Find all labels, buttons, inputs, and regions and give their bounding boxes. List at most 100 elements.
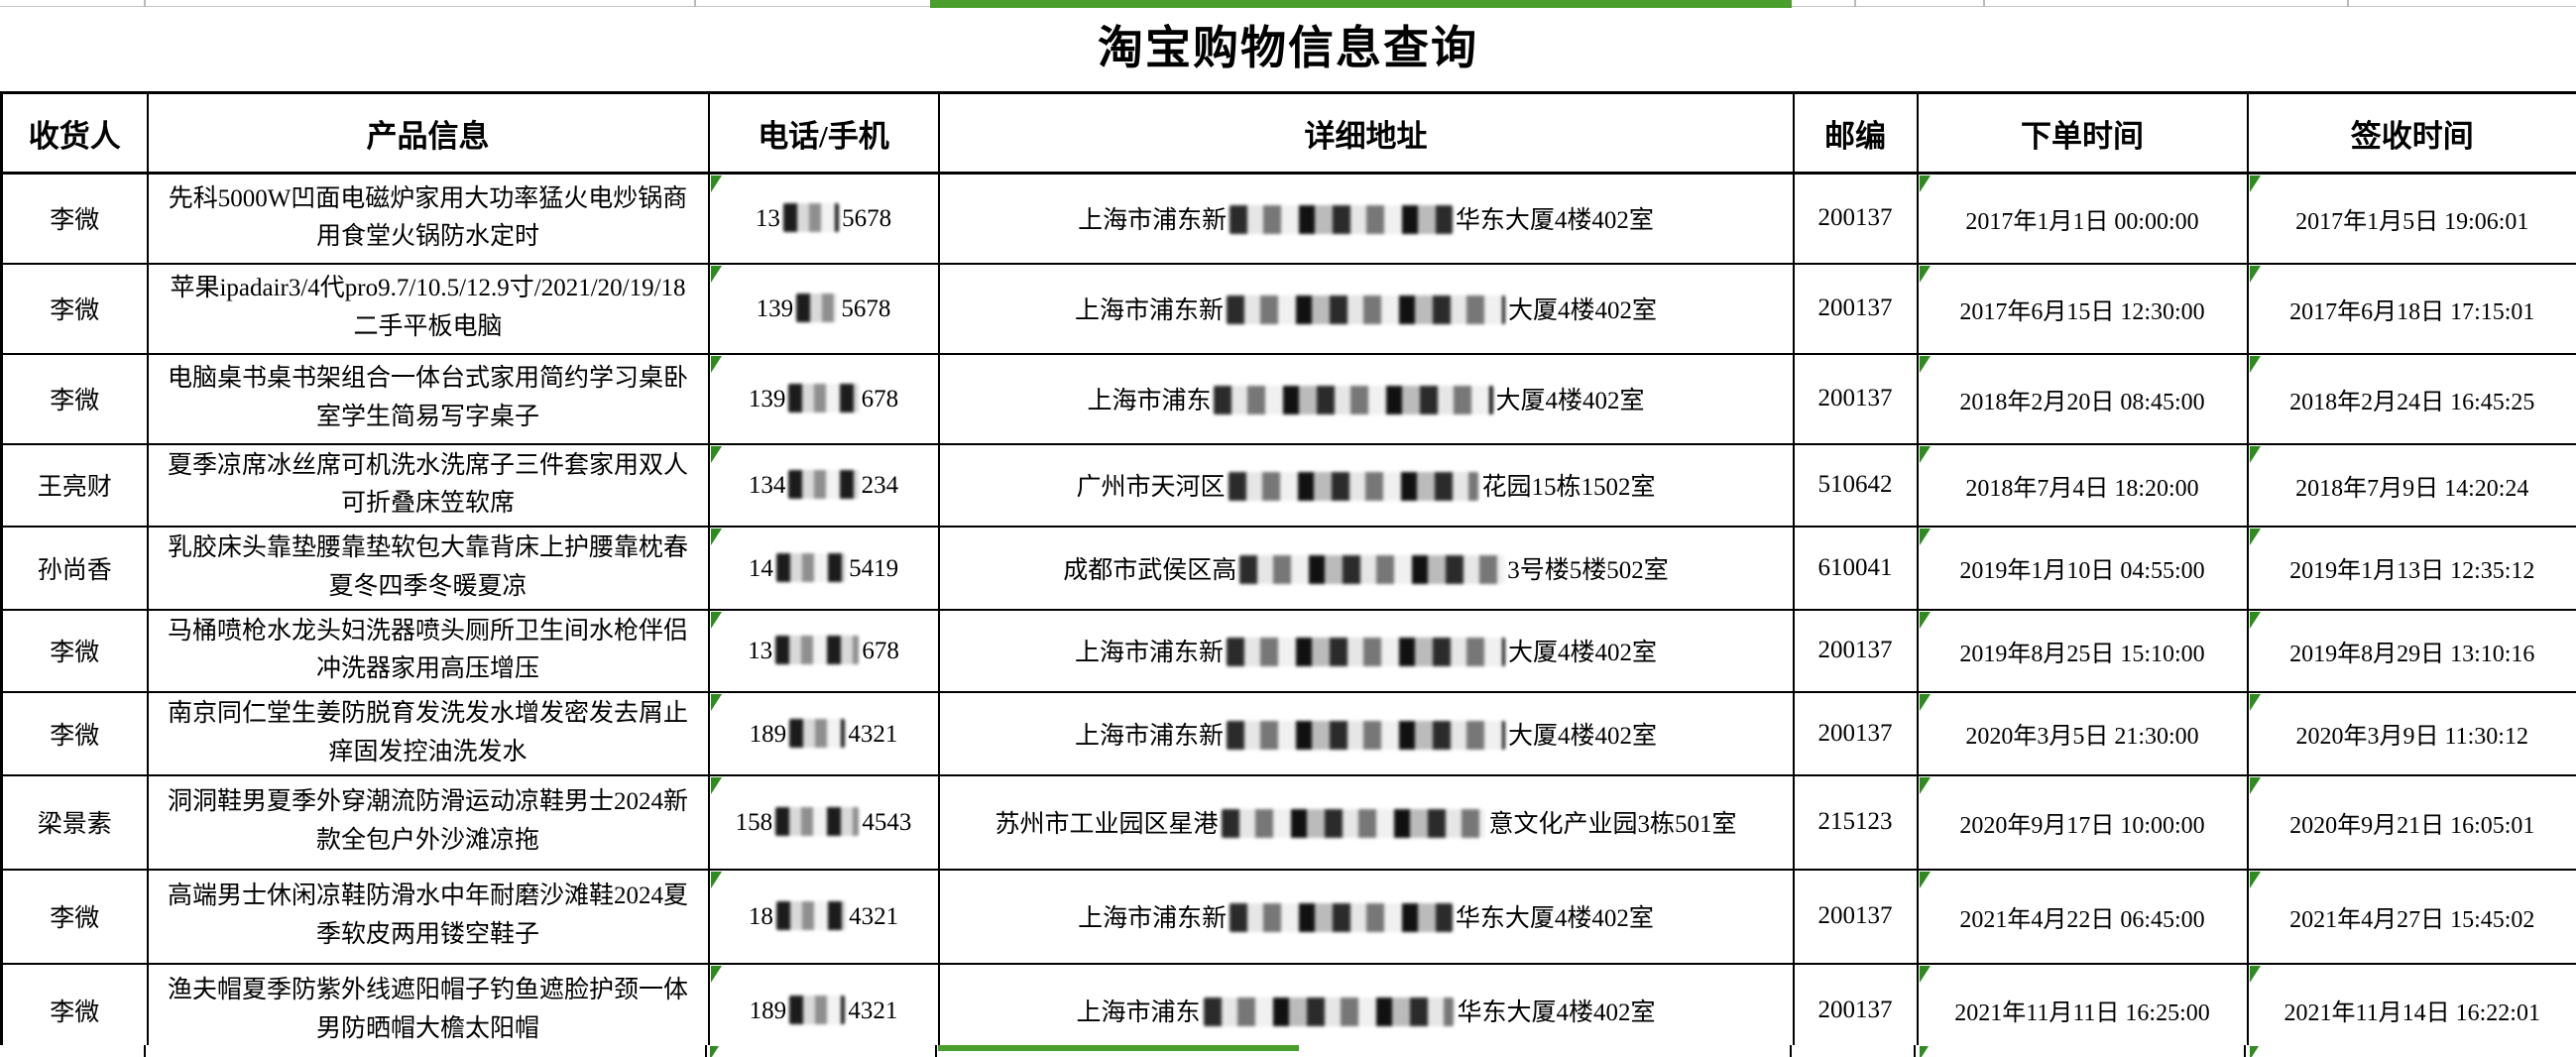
product-cell[interactable]: 乳胶床头靠垫腰靠垫软包大靠背床上护腰靠枕春夏冬四季冬暖夏凉 [146,526,710,611]
consignee-cell[interactable]: 孙尚香 [0,526,149,611]
order-time-cell[interactable]: 2021年11月11日 16:25:00 [1916,962,2249,1057]
consignee-cell[interactable]: 李微 [0,962,149,1057]
phone-suffix: 5419 [849,554,899,582]
order-time-value: 2017年6月15日 12:30:00 [1959,298,2205,325]
consignee-cell[interactable]: 李微 [0,172,149,265]
zip-value: 610041 [1817,553,1893,581]
error-flag-triangle-icon [710,176,722,192]
phone-cell[interactable]: 13████5678 [707,172,940,265]
header-phone[interactable]: 电话/手机 [707,91,940,175]
product-cell[interactable]: 南京同仁堂生姜防脱育发洗发水增发密发去屑止痒固发控油洗发水 [146,691,710,776]
address-cell[interactable]: 上海市浦东新████████████████████大厦4楼402室 [937,691,1795,776]
sign-time-value: 2018年2月24日 16:45:25 [2289,389,2535,415]
phone-cell[interactable]: 134█████234 [707,442,940,528]
address-suffix: 华东大厦4楼402室 [1455,905,1654,932]
address-suffix: 花园15栋1502室 [1481,474,1656,502]
error-flag-triangle-icon [1919,355,1931,373]
zip-cell[interactable]: 200137 [1792,262,1919,355]
error-flag-triangle-icon [710,265,722,283]
zip-cell[interactable]: 200137 [1792,352,1919,445]
address-cell[interactable]: 上海市浦东新████████████████████大厦4楼402室 [937,262,1795,355]
consignee-cell[interactable]: 李微 [0,691,149,776]
phone-cell[interactable]: 139███5678 [707,262,940,355]
address-cell[interactable]: 上海市浦东新████████████████████大厦4楼402室 [937,608,1795,693]
zip-cell[interactable]: 215123 [1792,773,1919,871]
address-cell[interactable]: 上海市浦东新████████████████华东大厦4楼402室 [937,172,1795,265]
sign-time-value: 2020年9月21日 16:05:01 [2289,812,2535,839]
order-time-cell[interactable]: 2018年7月4日 18:20:00 [1916,442,2249,528]
order-time-cell[interactable]: 2020年9月17日 10:00:00 [1916,773,2249,871]
address-suffix: 3号楼5楼502室 [1507,556,1669,584]
phone-cell[interactable]: 18█████4321 [707,868,940,965]
order-time-cell[interactable]: 2020年3月5日 21:30:00 [1916,691,2249,776]
sign-time-value: 2019年8月29日 13:10:16 [2289,641,2535,667]
zip-cell[interactable]: 510642 [1792,442,1919,528]
zip-cell[interactable]: 200137 [1792,172,1919,265]
sign-time-cell[interactable]: 2017年1月5日 19:06:01 [2246,172,2576,265]
order-time-value: 2021年11月11日 16:25:00 [1954,1000,2210,1027]
sign-time-cell[interactable]: 2019年1月13日 12:35:12 [2246,526,2576,611]
gridline-tick [144,0,146,7]
product-cell[interactable]: 马桶喷枪水龙头妇洗器喷头厕所卫生间水枪伴侣冲洗器家用高压增压 [146,608,710,693]
address-cell[interactable]: 上海市浦东██████████████████华东大厦4楼402室 [937,962,1795,1057]
order-time-cell[interactable]: 2021年4月22日 06:45:00 [1916,868,2249,965]
error-flag-triangle-icon [1920,1046,1929,1057]
address-cell[interactable]: 广州市天河区██████████████████花园15栋1502室 [937,442,1795,528]
sign-time-value: 2018年7月9日 14:20:24 [2295,475,2529,502]
zip-cell[interactable]: 200137 [1792,691,1919,776]
address-cell[interactable]: 上海市浦东新████████████████华东大厦4楼402室 [937,868,1795,965]
consignee-name: 李微 [50,998,100,1026]
sign-time-cell[interactable]: 2019年8月29日 13:10:16 [2246,608,2576,693]
product-cell[interactable]: 苹果ipadair3/4代pro9.7/10.5/12.9寸/2021/20/1… [146,262,710,355]
header-address[interactable]: 详细地址 [937,91,1795,175]
order-time-cell[interactable]: 2019年1月10日 04:55:00 [1916,526,2249,611]
header-zip[interactable]: 邮编 [1792,91,1919,175]
address-prefix: 上海市浦东新 [1078,207,1228,235]
sign-time-cell[interactable]: 2017年6月18日 17:15:01 [2246,262,2576,355]
phone-cell[interactable]: 139█████678 [707,352,940,445]
order-time-cell[interactable]: 2017年1月1日 00:00:00 [1916,172,2249,265]
zip-cell[interactable]: 200137 [1792,962,1919,1057]
sign-time-cell[interactable]: 2021年4月27日 15:45:02 [2246,868,2576,965]
sign-time-cell[interactable]: 2020年3月9日 11:30:12 [2246,691,2576,776]
address-suffix: 大厦4楼402室 [1508,297,1658,324]
phone-cell[interactable]: 189████4321 [707,691,940,776]
header-product[interactable]: 产品信息 [146,91,710,175]
phone-cell[interactable]: 13██████678 [707,608,940,693]
sign-time-cell[interactable]: 2018年7月9日 14:20:24 [2246,442,2576,528]
consignee-cell[interactable]: 李微 [0,608,149,693]
phone-cell[interactable]: 158██████4543 [707,773,940,871]
consignee-cell[interactable]: 王亮财 [0,442,149,528]
sign-time-cell[interactable]: 2020年9月21日 16:05:01 [2246,773,2576,871]
consignee-cell[interactable]: 李微 [0,868,149,965]
consignee-cell[interactable]: 李微 [0,262,149,355]
address-cell[interactable]: 苏州市工业园区星港███████████████████意文化产业园3栋501室 [937,773,1795,871]
header-order-time[interactable]: 下单时间 [1916,91,2249,175]
zip-cell[interactable]: 200137 [1792,608,1919,693]
product-cell[interactable]: 洞洞鞋男夏季外穿潮流防滑运动凉鞋男士2024新款全包户外沙滩凉拖 [146,773,710,871]
order-time-cell[interactable]: 2017年6月15日 12:30:00 [1916,262,2249,355]
consignee-cell[interactable]: 梁景素 [0,773,149,871]
product-cell[interactable]: 夏季凉席冰丝席可机洗水洗席子三件套家用双人可折叠床笠软席 [146,442,710,528]
order-time-cell[interactable]: 2018年2月20日 08:45:00 [1916,352,2249,445]
order-time-cell[interactable]: 2019年8月25日 15:10:00 [1916,608,2249,693]
error-flag-triangle-icon [1919,528,1931,545]
address-suffix: 大厦4楼402室 [1495,388,1645,414]
sign-time-cell[interactable]: 2018年2月24日 16:45:25 [2246,352,2576,445]
header-sign-time[interactable]: 签收时间 [2246,91,2576,175]
address-cell[interactable]: 成都市武侯区高███████████████████3号楼5楼502室 [937,526,1795,611]
consignee-cell[interactable]: 李微 [0,352,149,445]
sign-time-cell[interactable]: 2021年11月14日 16:22:01 [2246,962,2576,1057]
error-flag-triangle-icon [2249,871,2261,888]
product-cell[interactable]: 电脑桌书桌书架组合一体台式家用简约学习桌卧室学生简易写字桌子 [146,352,710,445]
product-cell[interactable]: 先科5000W凹面电磁炉家用大功率猛火电炒锅商用食堂火锅防水定时 [146,172,710,265]
zip-cell[interactable]: 200137 [1792,868,1919,965]
phone-cell[interactable]: 14█████5419 [707,526,940,611]
phone-cell[interactable]: 189████4321 [707,962,940,1057]
address-prefix: 上海市浦东新 [1074,297,1224,324]
zip-cell[interactable]: 610041 [1792,526,1919,611]
product-cell[interactable]: 渔夫帽夏季防紫外线遮阳帽子钓鱼遮脸护颈一体男防晒帽大檐太阳帽 [146,962,710,1057]
address-cell[interactable]: 上海市浦东████████████████████大厦4楼402室 [937,352,1795,445]
header-consignee[interactable]: 收货人 [0,91,149,175]
product-cell[interactable]: 高端男士休闲凉鞋防滑水中年耐磨沙滩鞋2024夏季软皮两用镂空鞋子 [146,868,710,965]
